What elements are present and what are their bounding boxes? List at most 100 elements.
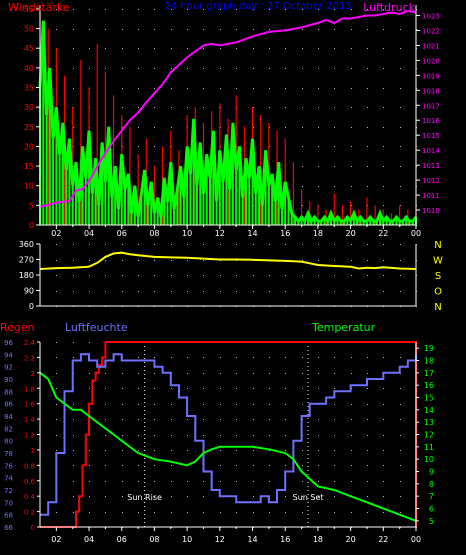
grid-dot xyxy=(154,127,155,128)
y-left-tick-label: 20 xyxy=(24,142,34,151)
grid-dot xyxy=(220,419,221,420)
grid-dot xyxy=(351,9,352,10)
humidity-series-line xyxy=(40,353,417,516)
compass-letter: W xyxy=(433,256,443,267)
grid-dot xyxy=(285,107,286,108)
grid-dot xyxy=(400,357,401,358)
grid-dot xyxy=(56,404,57,405)
grid-dot xyxy=(400,450,401,451)
grid-dot xyxy=(285,450,286,451)
grid-dot xyxy=(154,357,155,358)
humidity-tick-label: 90 xyxy=(4,376,13,384)
y-left-tick-label: 40 xyxy=(24,64,34,73)
grid-dot xyxy=(285,373,286,374)
x-tick-label: 00 xyxy=(411,229,421,238)
grid-dot xyxy=(73,146,74,147)
grid-dot xyxy=(400,291,401,292)
grid-dot xyxy=(318,512,319,513)
y-left-tick-label: 55 xyxy=(24,5,34,14)
rain-humidity-temperature-panel: Sun Rise Sun Set 0 0.2 0.4 0.6 0.8 1 1.2 1.4 1.6 1.… xyxy=(4,339,434,544)
grid-dot xyxy=(89,9,90,10)
grid-dot xyxy=(367,465,368,466)
grid-dot xyxy=(253,496,254,497)
y-right-tick-label: 1019 xyxy=(422,72,440,80)
grid-dot xyxy=(253,68,254,69)
grid-dot xyxy=(334,419,335,420)
grid-dot xyxy=(400,127,401,128)
grid-dot xyxy=(171,357,172,358)
grid-dot xyxy=(253,373,254,374)
grid-dot xyxy=(318,186,319,187)
grid-dot xyxy=(89,465,90,466)
grid-dot xyxy=(269,9,270,10)
grid-dot xyxy=(122,107,123,108)
grid-dot xyxy=(187,260,188,261)
grid-dot xyxy=(105,496,106,497)
x-tick-label: 20 xyxy=(346,229,356,238)
grid-dot xyxy=(400,481,401,482)
grid-dot xyxy=(351,68,352,69)
grid-dot xyxy=(351,88,352,89)
grid-dot xyxy=(334,291,335,292)
grid-dot xyxy=(236,244,237,245)
grid-dot xyxy=(154,107,155,108)
temp-tick-label: 15 xyxy=(424,394,434,403)
grid-dot xyxy=(138,512,139,513)
grid-dot xyxy=(302,186,303,187)
grid-dot xyxy=(318,48,319,49)
grid-dot xyxy=(351,260,352,261)
grid-dot xyxy=(203,260,204,261)
grid-dot xyxy=(383,9,384,10)
grid-dot xyxy=(89,373,90,374)
grid-dot xyxy=(400,388,401,389)
grid-dot xyxy=(269,388,270,389)
rain-tick-label: 1 xyxy=(31,447,35,455)
grid-dot xyxy=(269,373,270,374)
grid-dot xyxy=(334,435,335,436)
grid-dot xyxy=(220,88,221,89)
grid-dot xyxy=(253,465,254,466)
grid-dot xyxy=(318,357,319,358)
grid-dot xyxy=(187,291,188,292)
grid-dot xyxy=(367,450,368,451)
grid-dot xyxy=(253,419,254,420)
grid-dot xyxy=(171,68,172,69)
grid-dot xyxy=(73,291,74,292)
grid-dot xyxy=(73,404,74,405)
grid-dot xyxy=(253,435,254,436)
temp-tick-label: 16 xyxy=(424,381,434,390)
y-left-tick-label: 15 xyxy=(24,162,34,171)
grid-dot xyxy=(154,512,155,513)
grid-dot xyxy=(302,88,303,89)
grid-dot xyxy=(122,291,123,292)
grid-dot xyxy=(187,357,188,358)
x-tick-label: 10 xyxy=(182,229,192,238)
grid-dot xyxy=(253,404,254,405)
grid-dot xyxy=(383,450,384,451)
grid-dot xyxy=(383,146,384,147)
grid-dot xyxy=(187,107,188,108)
grid-dot xyxy=(73,107,74,108)
grid-dot xyxy=(122,496,123,497)
grid-dot xyxy=(154,146,155,147)
grid-dot xyxy=(367,107,368,108)
grid-dot xyxy=(351,127,352,128)
grid-dot xyxy=(187,373,188,374)
grid-dot xyxy=(105,68,106,69)
grid-dot xyxy=(73,244,74,245)
x-tick-label: 12 xyxy=(215,229,225,238)
wind-pressure-panel: 0510152025303540455055101010111012101310… xyxy=(24,5,441,238)
grid-dot xyxy=(383,68,384,69)
grid-dot xyxy=(400,166,401,167)
grid-dot xyxy=(73,260,74,261)
grid-dot xyxy=(138,88,139,89)
grid-dot xyxy=(56,450,57,451)
grid-dot xyxy=(138,48,139,49)
grid-dot xyxy=(236,512,237,513)
humidity-tick-label: 76 xyxy=(4,462,13,470)
grid-dot xyxy=(220,244,221,245)
grid-dot xyxy=(105,512,106,513)
grid-dot xyxy=(367,481,368,482)
